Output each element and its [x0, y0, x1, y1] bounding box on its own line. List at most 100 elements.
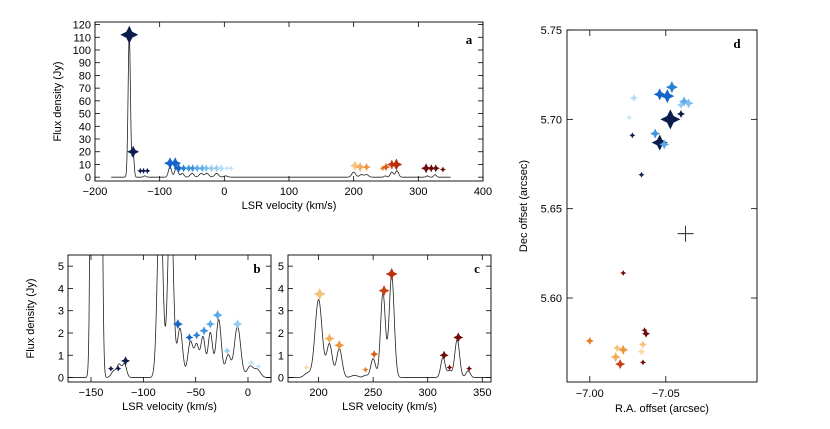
ytick-label-a-6: 60: [79, 96, 91, 108]
plot-frame-d: [566, 29, 758, 383]
marker-b-6: [199, 326, 209, 336]
marker-a-8: [179, 164, 188, 173]
x-axis-label-a: LSR velocity (km/s): [242, 200, 337, 212]
xtick-label-c-3: 350: [473, 387, 491, 399]
xtick-label-a-5: 300: [409, 186, 427, 198]
marker-a-14: [207, 164, 216, 173]
spectrum-line-c: [288, 274, 491, 378]
xtick-label-d-0: −7.00: [576, 388, 604, 400]
marker-a-13: [202, 164, 211, 173]
spot-11: [683, 98, 694, 109]
ytick-label-a-1: 10: [79, 159, 91, 171]
marker-b-2: [121, 356, 131, 366]
spot-12: [677, 101, 685, 110]
xtick-label-a-4: 200: [344, 186, 362, 198]
spot-10: [679, 96, 690, 107]
ytick-label-c-3: 3: [278, 306, 284, 318]
marker-c-4: [362, 366, 369, 373]
marker-a-6: [169, 157, 182, 170]
marker-a-19: [349, 160, 360, 171]
marker-c-2: [324, 333, 335, 344]
marker-c-5: [370, 350, 379, 359]
ytick-label-a-4: 40: [79, 121, 91, 133]
marker-b-3: [172, 319, 183, 330]
xtick-label-a-2: 0: [221, 186, 227, 198]
ytick-label-d-3: 5.75: [541, 25, 562, 37]
xtick-label-c-1: 250: [364, 387, 382, 399]
panel-c-spectrum-red: 200 250 300 350 0 1 2 3 4 5 LSR velocity (km/s) c: [278, 254, 492, 413]
spot-18: [618, 344, 629, 355]
ytick-label-a-3: 30: [79, 134, 91, 146]
y-axis-label-a: Flux density (Jy): [52, 61, 64, 141]
spot-16: [613, 344, 622, 353]
spot-25: [620, 270, 627, 277]
panel-b-spectrum-blue: −150 −100 −50 0 0 1 2 3 4 5 LSR velocity (km/s) Flu…: [25, 254, 272, 413]
xtick-label-a-0: −200: [83, 186, 108, 198]
ytick-label-d-0: 5.60: [541, 293, 562, 305]
marker-c-7: [385, 267, 398, 280]
panel-label-b: b: [253, 261, 260, 276]
xtick-label-b-3: 0: [245, 387, 251, 399]
marker-a-7: [173, 163, 184, 174]
spot-21: [637, 347, 646, 356]
marker-c-9: [446, 364, 453, 371]
marker-a-21: [362, 163, 371, 172]
xtick-label-a-1: −100: [147, 186, 172, 198]
plot-frame-a: [94, 21, 484, 182]
x-axis-label-b: LSR velocity (km/s): [122, 401, 217, 413]
spot-0: [660, 109, 681, 130]
marker-c-0: [303, 364, 310, 371]
spot-13: [629, 93, 638, 102]
y-axis-label-d: Dec offset (arcsec): [518, 160, 530, 252]
x-axis-label-d: R.A. offset (arcsec): [615, 403, 709, 415]
marker-c-3: [334, 340, 345, 351]
xtick-label-c-2: 300: [419, 387, 437, 399]
marker-b-12: [255, 363, 262, 370]
spot-24: [640, 359, 646, 366]
spot-15: [585, 336, 594, 345]
ytick-label-a-8: 80: [79, 70, 91, 82]
y-axis-label-b: Flux density (Jy): [25, 278, 37, 358]
marker-a-25: [390, 158, 403, 171]
marker-a-0: [120, 25, 139, 44]
ytick-label-c-2: 2: [278, 328, 284, 340]
marker-a-11: [193, 164, 202, 173]
marker-a-29: [439, 166, 446, 173]
marker-c-10: [453, 332, 464, 343]
marker-a-22: [379, 165, 386, 172]
ytick-label-d-2: 5.70: [541, 114, 562, 126]
ytick-label-a-2: 20: [79, 147, 91, 159]
marker-a-15: [212, 164, 221, 173]
ytick-label-b-4: 4: [58, 283, 64, 295]
xtick-label-d-1: −7.05: [652, 388, 680, 400]
marker-b-7: [205, 319, 215, 329]
ytick-label-c-0: 0: [278, 373, 284, 385]
xtick-label-b-2: −50: [186, 387, 205, 399]
marker-b-8: [212, 310, 223, 321]
spot-5: [660, 89, 675, 104]
marker-c-6: [378, 285, 390, 297]
spot-20: [639, 340, 647, 349]
marker-b-11: [247, 359, 255, 367]
ytick-label-c-5: 5: [278, 261, 284, 273]
ytick-label-b-1: 1: [58, 350, 64, 362]
marker-b-0: [107, 365, 114, 372]
panel-label-c: c: [474, 261, 480, 276]
panel-label-a: a: [466, 32, 473, 47]
panel-d-position-map: −7.00 −7.05 5.60 5.65 5.70 5.75 R.A. offset (a…: [518, 25, 758, 415]
spot-3: [638, 171, 645, 178]
xtick-label-a-3: 100: [280, 186, 298, 198]
plot-frame-b: [67, 254, 272, 383]
spot-19: [615, 359, 626, 370]
xtick-label-b-0: −150: [79, 387, 104, 399]
ytick-label-b-5: 5: [58, 261, 64, 273]
spot-9: [659, 139, 670, 150]
ytick-label-a-0: 0: [85, 172, 91, 184]
marker-b-10: [232, 319, 243, 330]
xtick-label-a-6: 400: [474, 186, 492, 198]
spot-1: [651, 134, 668, 151]
marker-b-1: [115, 365, 122, 372]
spot-6: [653, 88, 666, 101]
ytick-label-b-0: 0: [58, 373, 64, 385]
